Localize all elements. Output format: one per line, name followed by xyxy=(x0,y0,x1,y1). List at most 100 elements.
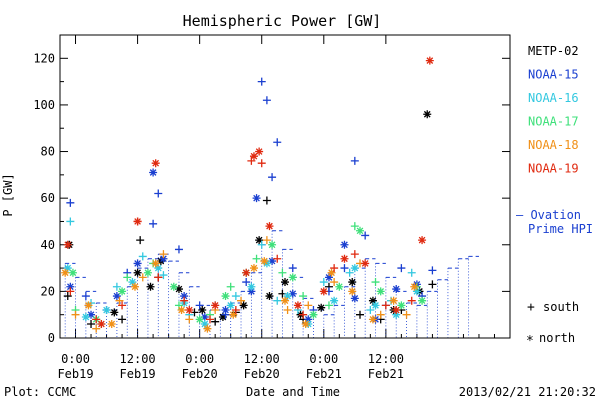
south-data-point xyxy=(262,196,271,205)
north-data-point xyxy=(397,301,406,310)
legend-entry: NOAA-18 xyxy=(528,138,579,152)
north-data-point xyxy=(392,285,401,294)
south-data-point xyxy=(195,301,204,310)
north-data-point xyxy=(304,315,313,324)
chart-title: Hemispheric Power [GW] xyxy=(183,12,382,30)
plot-area-frame xyxy=(59,34,511,339)
south-data-point xyxy=(340,264,349,273)
marker-legend-north: north xyxy=(539,331,575,345)
south-data-point xyxy=(154,273,163,282)
north-data-point xyxy=(268,257,277,266)
north-data-point xyxy=(348,287,357,296)
south-data-point xyxy=(381,301,390,310)
legend-entry: NOAA-17 xyxy=(528,115,579,129)
north-data-point xyxy=(368,315,377,324)
south-data-point xyxy=(136,236,145,245)
north-data-point xyxy=(226,301,235,310)
north-data-point xyxy=(418,296,427,305)
north-data-point xyxy=(63,240,72,249)
north-data-point xyxy=(348,278,357,287)
north-data-point xyxy=(265,222,274,231)
north-data-point xyxy=(327,268,336,277)
north-data-point xyxy=(198,306,207,315)
south-data-point xyxy=(288,264,297,273)
south-data-point xyxy=(402,310,411,319)
south-data-point xyxy=(159,271,168,280)
north-data-point xyxy=(319,287,328,296)
north-data-point xyxy=(350,294,359,303)
y-tick-label: 60 xyxy=(41,191,55,205)
south-data-point xyxy=(118,301,127,310)
south-data-point xyxy=(92,324,101,333)
north-data-point xyxy=(133,268,142,277)
north-data-point xyxy=(288,289,297,298)
y-tick-label: 100 xyxy=(33,98,55,112)
south-data-point xyxy=(319,278,328,287)
south-data-point xyxy=(262,96,271,105)
x-tick-time-label: 12:00 xyxy=(244,352,280,366)
south-data-point xyxy=(428,266,437,275)
y-tick-label: 0 xyxy=(48,331,55,345)
north-data-point xyxy=(260,257,269,266)
south-data-point xyxy=(428,280,437,289)
x-tick-time-label: 12:00 xyxy=(120,352,156,366)
north-data-point xyxy=(131,282,139,291)
north-data-point xyxy=(412,287,421,296)
south-data-point xyxy=(92,315,101,324)
north-data-point xyxy=(389,296,398,305)
south-data-point xyxy=(154,189,163,198)
y-axis-ticks: 0 20 40 60 80 100 120 xyxy=(33,51,510,345)
north-data-point xyxy=(283,292,292,301)
north-data-point xyxy=(249,264,258,273)
north-data-point xyxy=(376,287,385,296)
south-data-point xyxy=(138,273,147,282)
north-data-point xyxy=(340,240,349,249)
north-data-point xyxy=(174,285,183,294)
north-data-point xyxy=(200,320,209,329)
south-data-point xyxy=(71,310,80,319)
north-data-point xyxy=(118,287,127,296)
y-axis-label-group: P [GW] xyxy=(1,173,15,216)
south-data-point xyxy=(180,296,189,305)
north-data-point xyxy=(112,292,121,301)
north-data-point xyxy=(350,264,359,273)
north-data-point xyxy=(330,296,339,305)
north-data-point xyxy=(107,320,116,329)
north-data-point xyxy=(268,240,277,249)
south-data-point xyxy=(299,292,308,301)
north-data-point xyxy=(180,292,189,301)
south-data-point xyxy=(350,250,359,259)
x-tick-date-label: Feb21 xyxy=(306,367,342,381)
north-data-point xyxy=(195,315,204,324)
south-data-point xyxy=(273,254,282,263)
north-data-point xyxy=(371,301,380,310)
south-data-point xyxy=(257,77,266,86)
ovation-legend-line2: Prime HPI xyxy=(528,222,593,236)
south-data-point xyxy=(123,273,132,282)
north-data-point xyxy=(410,282,419,291)
south-data-point xyxy=(257,240,266,249)
marker-legend-north-symbol: * xyxy=(526,334,534,349)
south-data-point xyxy=(226,282,235,291)
south-data-point xyxy=(115,296,124,305)
y-tick-label: 20 xyxy=(41,284,55,298)
y-tick-label: 80 xyxy=(41,145,55,159)
north-data-point xyxy=(242,268,251,277)
north-data-point xyxy=(281,296,289,305)
north-data-point xyxy=(425,56,434,65)
north-data-point xyxy=(247,287,256,296)
north-data-point xyxy=(200,313,209,322)
north-data-point xyxy=(102,306,111,315)
legend: METP-02 NOAA-15 NOAA-16 NOAA-17 NOAA-18 NOAA-… xyxy=(528,44,579,176)
x-tick-date-label: Feb19 xyxy=(120,367,156,381)
north-data-point xyxy=(221,306,230,315)
north-data-point xyxy=(361,259,370,268)
north-data-point xyxy=(110,308,119,317)
north-data-point xyxy=(281,278,289,287)
north-data-point xyxy=(146,282,155,291)
north-data-point xyxy=(84,301,93,310)
north-data-point xyxy=(133,259,142,268)
north-data-point xyxy=(203,324,212,333)
south-data-point xyxy=(371,278,380,287)
north-data-point xyxy=(301,320,310,329)
